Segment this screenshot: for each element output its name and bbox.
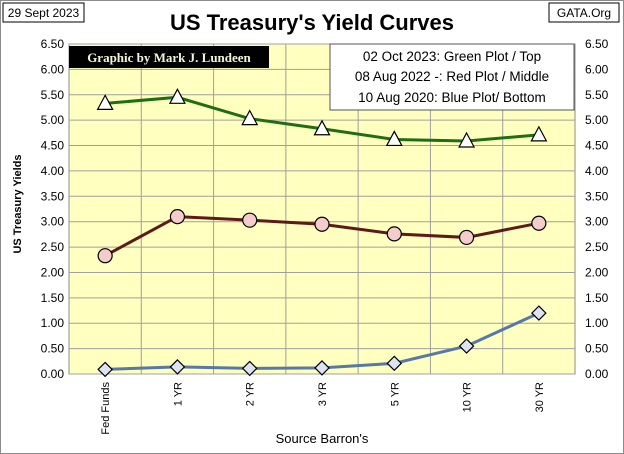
legend-line-blue: 10 Aug 2020: Blue Plot/ Bottom [358, 90, 546, 105]
data-point [168, 88, 186, 104]
source-box [548, 2, 620, 23]
x-axis-label: Source Barron's [276, 431, 369, 446]
date-box [2, 2, 85, 23]
y-tick-label-left: 3.00 [41, 215, 65, 229]
credit-box [69, 46, 269, 68]
date-label: 29 Sept 2023 [8, 6, 80, 20]
y-tick-label-right: 4.50 [585, 139, 609, 153]
data-point [241, 360, 258, 377]
y-tick-label-left: 0.00 [41, 367, 65, 381]
y-tick-label-right: 5.50 [585, 88, 609, 102]
y-tick-label-right: 3.00 [585, 215, 609, 229]
y-tick-label-left: 4.00 [41, 164, 65, 178]
data-point [97, 361, 113, 378]
data-point [530, 125, 548, 142]
data-point [242, 212, 258, 228]
y-tick-label-right: 2.50 [585, 240, 609, 254]
y-tick-label-right: 6.50 [585, 37, 609, 51]
data-point [169, 359, 186, 375]
data-point [97, 248, 113, 264]
y-tick-label-left: 5.50 [41, 88, 65, 102]
y-tick-label-left: 3.50 [41, 189, 65, 203]
data-point [314, 360, 330, 376]
legend-line-red: 08 Aug 2022 -: Red Plot / Middle [355, 69, 549, 84]
x-tick-label: 2 YR [245, 382, 257, 406]
y-tick-label-left: 6.00 [41, 62, 65, 76]
y-tick-label-right: 1.50 [585, 291, 609, 305]
credit-label: Graphic by Mark J. Lundeen [87, 50, 251, 65]
y-tick-label-left: 1.00 [41, 316, 65, 330]
x-tick-label: 30 YR [534, 382, 546, 412]
y-tick-label-right: 4.00 [585, 164, 609, 178]
y-tick-label-left: 6.50 [41, 37, 65, 51]
y-tick-label-right: 3.50 [585, 189, 609, 203]
data-point [531, 215, 547, 231]
y-tick-label-right: 0.50 [585, 342, 609, 356]
legend-box [329, 43, 575, 111]
y-tick-label-left: 5.00 [41, 113, 65, 127]
y-tick-label-left: 2.50 [41, 240, 65, 254]
y-axis-right: 0.00 0.50 1.00 1.50 2.00 2.50 3.00 3.50 4.00 4.50… [585, 37, 609, 381]
x-tick-label: 10 YR [462, 382, 474, 412]
y-axis-label: US Treasury Yields [12, 154, 24, 253]
data-point [458, 338, 475, 354]
data-point [385, 130, 403, 147]
y-tick-label-right: 6.00 [585, 62, 609, 76]
y-tick-label-left: 2.00 [41, 265, 65, 279]
y-tick-label-left: 1.50 [41, 291, 65, 305]
legend-line-green: 02 Oct 2023: Green Plot / Top [363, 49, 541, 64]
x-tick-label: 3 YR [317, 382, 329, 406]
x-tick-label: 5 YR [389, 382, 401, 406]
data-point [386, 226, 402, 242]
source-label: GATA.Org [557, 6, 611, 20]
data-point [96, 94, 114, 111]
data-point [458, 229, 475, 246]
data-point [313, 119, 331, 136]
data-point [531, 305, 547, 321]
series-group [96, 88, 548, 378]
x-tick-label: Fed Funds [100, 382, 112, 435]
y-tick-label-right: 2.00 [585, 265, 609, 279]
data-point [169, 209, 186, 225]
data-point [458, 131, 476, 148]
x-axis: Fed Funds 1 YR 2 YR 3 YR 5 YR 10 YR 30 YR [100, 382, 546, 435]
y-tick-label-right: 0.00 [585, 367, 609, 381]
y-tick-label-left: 4.50 [41, 139, 65, 153]
y-tick-label-right: 5.00 [585, 113, 609, 127]
data-point [386, 355, 403, 372]
x-tick-label: 1 YR [172, 382, 184, 406]
y-axis-left: 0.00 0.50 1.00 1.50 2.00 2.50 3.00 3.50 4.00 4.50… [41, 37, 65, 381]
chart-title: US Treasury's Yield Curves [170, 10, 454, 35]
y-tick-label-right: 1.00 [585, 316, 609, 330]
data-point [241, 109, 259, 126]
data-point [314, 216, 330, 232]
y-tick-label-left: 0.50 [41, 342, 65, 356]
